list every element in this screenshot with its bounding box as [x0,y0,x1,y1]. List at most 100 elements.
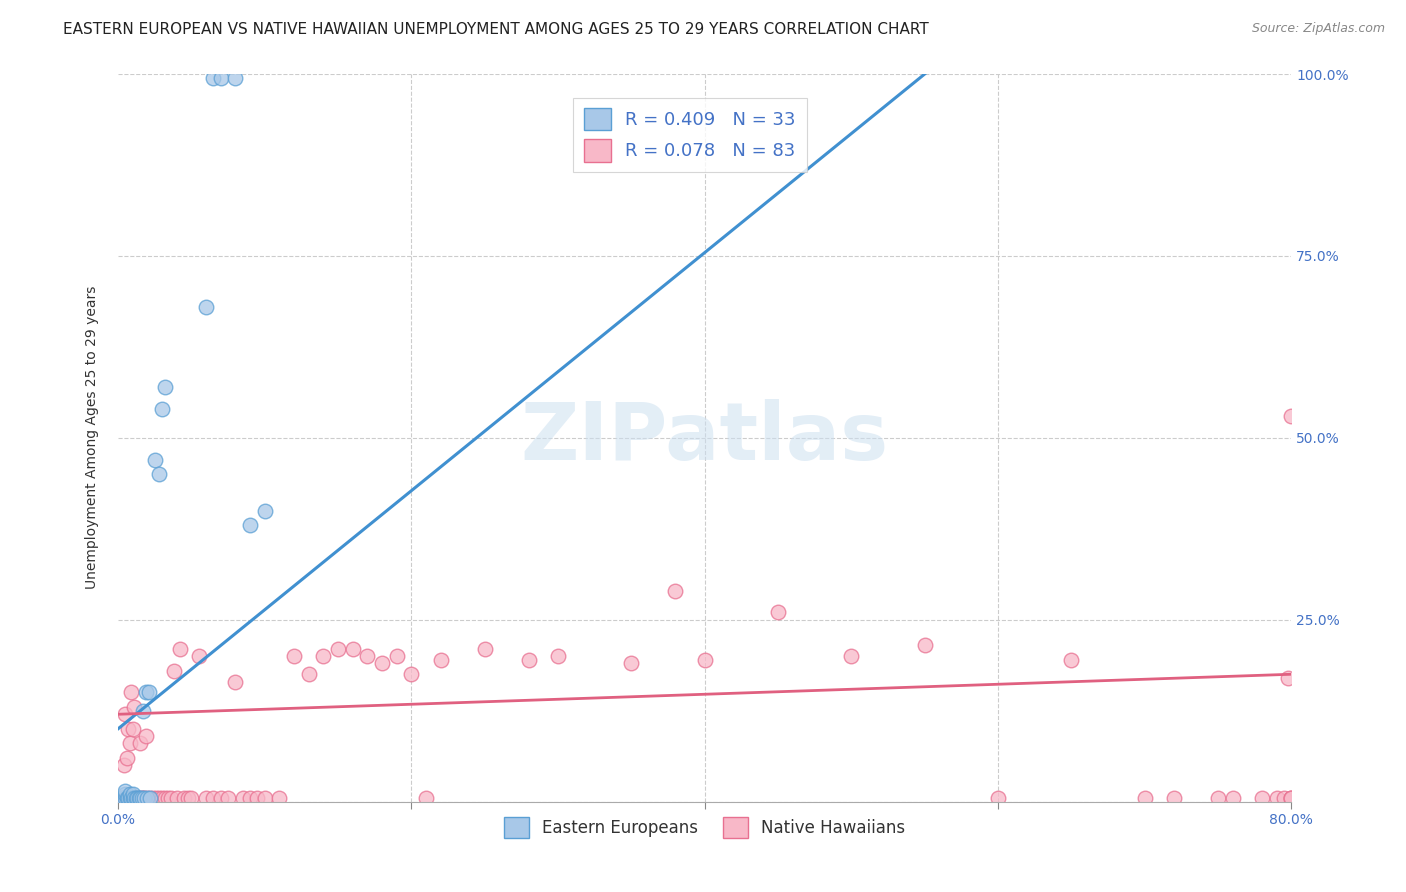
Point [224,70,246,85]
Point [127,791,149,805]
Point [114,787,136,801]
Point [1279,791,1302,805]
Point [115,791,138,805]
Point [114,791,136,805]
Point [131,791,153,805]
Point [253,503,276,517]
Point [150,791,173,805]
Point [156,791,179,805]
Point [166,791,188,805]
Point [342,641,364,656]
Point [142,791,165,805]
Y-axis label: Unemployment Among Ages 25 to 29 years: Unemployment Among Ages 25 to 29 years [86,286,100,590]
Point [135,729,157,743]
Point [124,791,146,805]
Point [173,791,195,805]
Point [121,791,143,805]
Point [217,791,239,805]
Point [415,791,437,805]
Point [153,380,176,394]
Point [117,722,139,736]
Point [987,791,1010,805]
Point [136,791,159,805]
Point [128,791,150,805]
Point [269,791,291,805]
Point [128,791,150,805]
Text: EASTERN EUROPEAN VS NATIVE HAWAIIAN UNEMPLOYMENT AMONG AGES 25 TO 29 YEARS CORRE: EASTERN EUROPEAN VS NATIVE HAWAIIAN UNEM… [63,22,929,37]
Point [114,707,136,722]
Point [202,791,225,805]
Point [160,791,183,805]
Point [283,648,305,663]
Point [1222,791,1244,805]
Point [385,648,408,663]
Point [148,791,170,805]
Point [1206,791,1229,805]
Point [122,791,145,805]
Point [112,758,135,772]
Point [139,791,162,805]
Point [1265,791,1288,805]
Point [239,518,262,533]
Point [163,664,186,678]
Point [1251,791,1274,805]
Point [187,648,209,663]
Point [121,787,143,801]
Point [117,791,139,805]
Point [664,583,686,598]
Point [153,791,176,805]
Point [136,791,159,805]
Point [121,791,143,805]
Point [129,736,152,750]
Point [517,653,540,667]
Point [914,638,936,652]
Point [134,791,156,805]
Text: Source: ZipAtlas.com: Source: ZipAtlas.com [1251,22,1385,36]
Point [298,667,321,681]
Point [132,791,155,805]
Point [120,685,142,699]
Point [120,791,142,805]
Point [111,791,134,805]
Point [401,667,423,681]
Point [232,791,254,805]
Point [150,401,173,416]
Point [118,787,141,801]
Point [118,736,141,750]
Point [326,641,349,656]
Point [114,783,136,797]
Point [371,657,394,671]
Point [169,641,191,656]
Point [132,704,155,718]
Point [246,791,269,805]
Point [356,648,378,663]
Point [1277,671,1299,685]
Point [1060,653,1083,667]
Legend: Eastern Europeans, Native Hawaiians: Eastern Europeans, Native Hawaiians [498,811,912,844]
Point [429,653,451,667]
Point [474,641,496,656]
Point [177,791,200,805]
Point [121,722,143,736]
Point [118,791,141,805]
Point [1279,791,1302,805]
Point [693,653,716,667]
Point [111,791,134,805]
Point [253,791,276,805]
Point [239,791,262,805]
Point [202,70,225,85]
Point [148,467,170,482]
Point [120,791,142,805]
Point [1163,791,1185,805]
Point [127,791,149,805]
Point [131,791,153,805]
Point [1272,791,1295,805]
Point [145,791,167,805]
Point [122,700,145,714]
Point [1279,791,1302,805]
Point [547,648,569,663]
Text: ZIPatlas: ZIPatlas [520,399,889,477]
Point [139,791,162,805]
Point [114,791,136,805]
Point [224,674,246,689]
